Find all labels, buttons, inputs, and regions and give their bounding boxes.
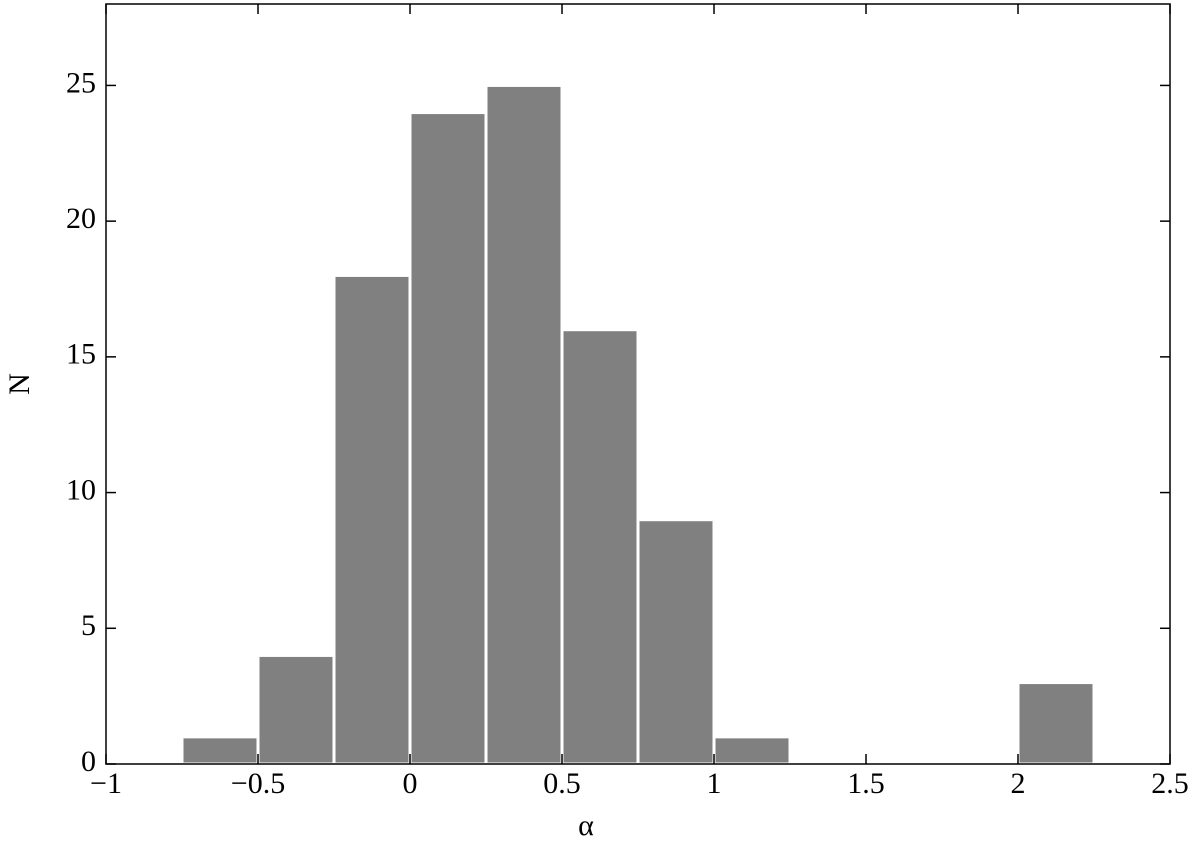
y-tick-label: 20 — [66, 202, 96, 235]
bar — [560, 328, 640, 766]
y-tick-label: 10 — [66, 473, 96, 506]
x-tick-label: 2.5 — [1151, 767, 1189, 800]
bar — [712, 735, 792, 766]
x-tick-label: 1.5 — [847, 767, 885, 800]
x-tick-label: 0 — [403, 767, 418, 800]
x-tick-label: 1 — [707, 767, 722, 800]
bar — [484, 83, 564, 766]
x-axis-label: α — [578, 809, 594, 842]
y-tick-label: 5 — [81, 609, 96, 642]
bar — [256, 653, 336, 766]
plot-frame — [105, 3, 1171, 765]
x-tick-label: 2 — [1011, 767, 1026, 800]
bar — [636, 518, 716, 766]
x-tick-label: 0.5 — [543, 767, 581, 800]
bar — [408, 111, 488, 766]
y-tick-label: 15 — [66, 338, 96, 371]
bar — [1016, 681, 1096, 766]
y-tick-label: 0 — [81, 745, 96, 778]
y-axis-label: N — [3, 373, 36, 395]
y-tick-label: 25 — [66, 66, 96, 99]
x-tick-label: −1 — [90, 767, 122, 800]
bar — [332, 273, 412, 766]
bar — [180, 735, 260, 766]
x-tick-label: −0.5 — [231, 767, 285, 800]
